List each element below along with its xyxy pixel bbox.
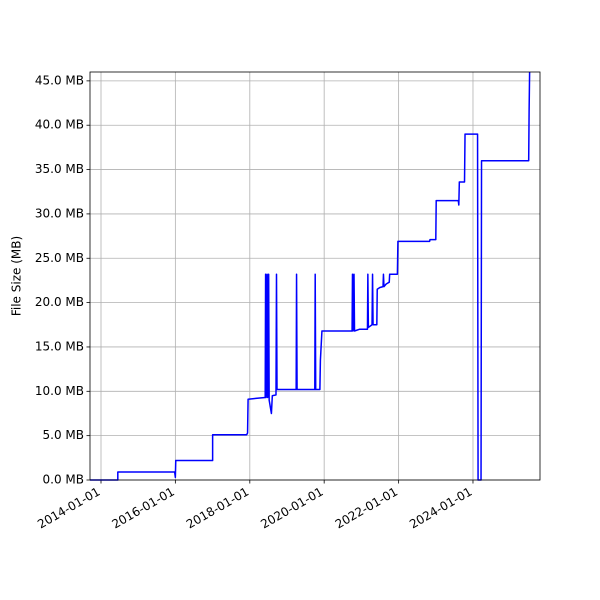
- plot-frame: [89, 71, 541, 481]
- x-tick-label: 2024-01-01: [407, 484, 474, 531]
- x-tick-label: 2018-01-01: [184, 484, 251, 531]
- data-line: [90, 71, 531, 481]
- x-tick-label: 2016-01-01: [109, 484, 176, 531]
- y-tick-label: 0.0 MB: [43, 473, 84, 487]
- x-tick-label: 2014-01-01: [35, 484, 102, 531]
- y-tick-label: 45.0 MB: [35, 73, 84, 87]
- x-tick-label: 2022-01-01: [333, 484, 400, 531]
- y-tick-label: 20.0 MB: [35, 295, 84, 309]
- y-tick-label: 35.0 MB: [35, 162, 84, 176]
- y-tick-label: 40.0 MB: [35, 118, 84, 132]
- x-tick-label: 2020-01-01: [258, 484, 325, 531]
- y-axis-label: File Size (MB): [10, 236, 24, 316]
- y-tick-label: 30.0 MB: [35, 206, 84, 220]
- y-tick-label: 5.0 MB: [43, 428, 84, 442]
- y-tick-label: 25.0 MB: [35, 251, 84, 265]
- y-tick-label: 10.0 MB: [35, 384, 84, 398]
- y-tick-label: 15.0 MB: [35, 339, 84, 353]
